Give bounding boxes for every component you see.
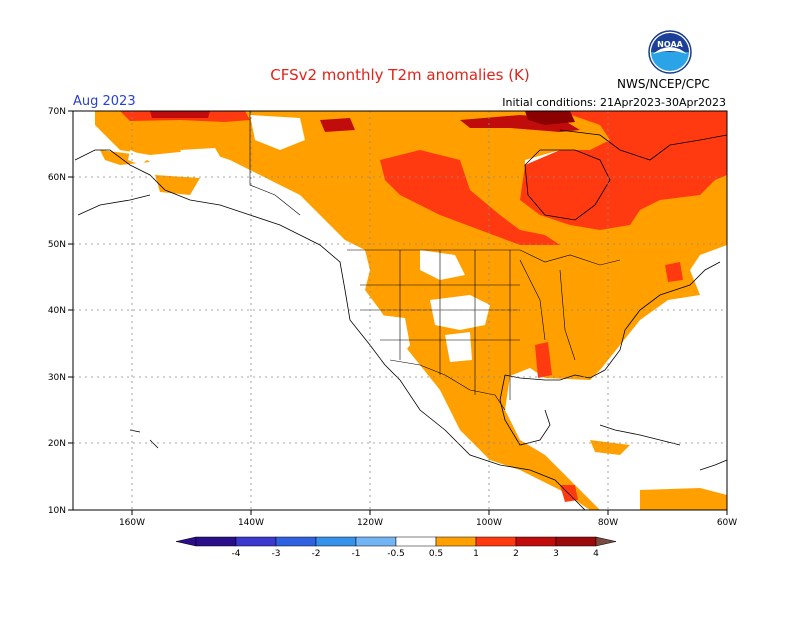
colorbar-swatch xyxy=(555,536,597,547)
lat-label: 20N xyxy=(48,439,66,449)
lon-label: 160W xyxy=(119,518,145,528)
lon-label: 140W xyxy=(238,518,264,528)
lat-label: 10N xyxy=(48,506,66,516)
lon-label: 60W xyxy=(717,518,737,528)
colorbar-swatch xyxy=(195,536,237,547)
colorbar-swatch xyxy=(355,536,397,547)
colorbar-arrow-left xyxy=(175,536,197,547)
lon-label: 80W xyxy=(598,518,618,528)
colorbar-swatch xyxy=(395,536,437,547)
colorbar-swatch xyxy=(515,536,557,547)
lat-label: 40N xyxy=(48,306,66,316)
colorbar-swatch xyxy=(435,536,477,547)
lon-label: 120W xyxy=(357,518,383,528)
colorbar-label: 4 xyxy=(593,549,599,559)
colorbar-label: 0.5 xyxy=(429,549,443,559)
colorbar-label: 2 xyxy=(513,549,519,559)
colorbar-label: -1 xyxy=(352,549,361,559)
lat-label: 30N xyxy=(48,373,66,383)
colorbar-label: -2 xyxy=(312,549,321,559)
political-borders xyxy=(249,111,621,411)
map-title: CFSv2 monthly T2m anomalies (K) xyxy=(270,66,530,84)
lat-label: 70N xyxy=(48,107,66,117)
colorbar-swatch xyxy=(235,536,277,547)
longitude-labels: 160W 140W 120W 100W 80W 60W xyxy=(119,518,737,528)
colorbar-swatch xyxy=(315,536,357,547)
colorbar-label: -3 xyxy=(272,549,281,559)
colorbar-label: 1 xyxy=(473,549,479,559)
lat-label: 50N xyxy=(48,240,66,250)
colorbar-swatch xyxy=(275,536,317,547)
coastlines xyxy=(74,129,728,511)
logo-text: NOAA xyxy=(657,40,683,49)
colorbar-arrow-right xyxy=(595,536,617,547)
forecast-month: Aug 2023 xyxy=(73,94,136,109)
initial-conditions: Initial conditions: 21Apr2023-30Apr2023 xyxy=(502,96,726,109)
axis-ticks xyxy=(68,110,728,515)
anomaly-layer-2-4 xyxy=(150,111,580,132)
graticule xyxy=(73,111,727,510)
lon-label: 100W xyxy=(476,518,502,528)
colorbar-label: -4 xyxy=(232,549,241,559)
lat-label: 60N xyxy=(48,173,66,183)
organization-label: NWS/NCEP/CPC xyxy=(617,77,710,91)
colorbar: -4 -3 -2 -1 -0.5 0.5 1 2 3 4 xyxy=(175,536,617,559)
latitude-labels: 70N 60N 50N 40N 30N 20N 10N xyxy=(48,107,66,516)
noaa-logo: NOAA xyxy=(648,30,692,74)
colorbar-label: -0.5 xyxy=(387,549,405,559)
colorbar-label: 3 xyxy=(553,549,559,559)
colorbar-swatch xyxy=(475,536,517,547)
